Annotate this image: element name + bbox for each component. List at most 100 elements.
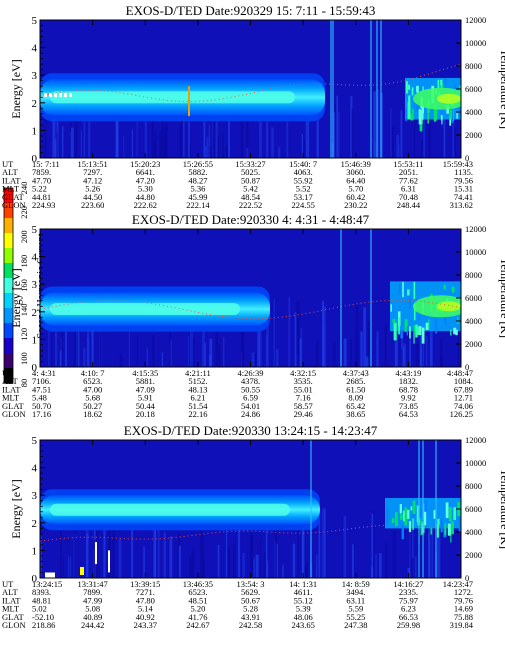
table-cell: 6.31 xyxy=(401,184,416,194)
noise-stripe xyxy=(215,91,218,158)
noise-stripe xyxy=(375,554,377,578)
noise-stripe xyxy=(191,548,195,578)
right-region-speckle xyxy=(418,326,422,335)
noise-stripe xyxy=(189,556,192,578)
table-cell: 45.99 xyxy=(188,192,207,202)
right-region-speckle xyxy=(404,507,407,526)
right-region-speckle xyxy=(408,95,411,104)
y-axis-label: Energy [eV] xyxy=(9,59,23,118)
noise-stripe xyxy=(215,317,218,367)
noise-stripe xyxy=(233,544,236,578)
table-cell: 48.81 xyxy=(32,595,51,605)
table-cell: 5.20 xyxy=(190,604,205,614)
y2-tick-label: 10000 xyxy=(465,247,486,257)
table-cell: 47.99 xyxy=(83,595,102,605)
noise-stripe xyxy=(305,108,309,158)
y-tick-label: 3 xyxy=(32,70,38,82)
table-cell: 74.41 xyxy=(454,192,473,202)
y2-tick-label: 6000 xyxy=(465,504,482,514)
noise-stripe xyxy=(151,89,155,158)
y-tick-label: 0 xyxy=(32,362,38,374)
noise-stripe xyxy=(206,137,209,158)
right-region-speckle xyxy=(443,284,446,290)
noise-stripe xyxy=(201,533,204,578)
noise-stripe xyxy=(259,320,262,367)
right-region-speckle xyxy=(392,318,396,324)
noise-stripe xyxy=(56,129,58,158)
table-cell: 15:40: 7 xyxy=(289,159,317,169)
table-cell: 50.87 xyxy=(241,175,260,185)
data-gap-mark xyxy=(54,93,57,98)
noise-stripe xyxy=(98,564,100,578)
y2-tick-label: 2000 xyxy=(465,339,482,349)
noise-stripe xyxy=(163,532,166,578)
colorbar-tick-label: 220 xyxy=(19,206,29,219)
noise-stripe xyxy=(179,94,183,158)
temperature-trace xyxy=(40,63,461,103)
noise-stripe xyxy=(44,106,47,158)
data-gap-mark xyxy=(80,567,84,575)
table-cell: 47.00 xyxy=(83,384,102,394)
right-region-speckle xyxy=(423,511,427,526)
noise-stripe xyxy=(69,97,72,158)
noise-stripe xyxy=(93,539,96,578)
right-region-speckle xyxy=(413,281,416,300)
orange-spike xyxy=(188,86,190,117)
row-label: GLAT xyxy=(2,612,25,622)
noise-stripe xyxy=(242,553,245,578)
noise-stripe xyxy=(333,112,336,158)
noise-stripe xyxy=(91,327,94,367)
noise-stripe xyxy=(222,132,224,158)
right-region-speckle xyxy=(453,327,457,335)
right-region-speckle xyxy=(407,102,411,120)
table-cell: 222.52 xyxy=(239,200,262,210)
colorbar-segment xyxy=(4,263,13,279)
row-label: GLAT xyxy=(2,401,25,411)
table-cell: 6523. xyxy=(188,587,207,597)
y-tick-label: 2 xyxy=(32,98,38,110)
noise-stripe xyxy=(51,333,53,367)
colorbar-tick-label: 180 xyxy=(19,255,29,268)
row-label: MLT xyxy=(2,604,20,614)
right-region-speckle xyxy=(417,326,420,335)
noise-stripe xyxy=(240,325,244,367)
spectrogram xyxy=(40,229,461,367)
table-cell: 8393. xyxy=(32,587,51,597)
table-cell: 244.42 xyxy=(81,620,104,630)
table-cell: 47.70 xyxy=(32,175,51,185)
noise-stripe xyxy=(228,119,230,158)
noise-stripe xyxy=(136,121,138,158)
noise-stripe xyxy=(203,121,206,158)
right-region-speckle xyxy=(444,78,447,86)
noise-stripe xyxy=(376,337,379,367)
table-cell: 54.01 xyxy=(241,401,260,411)
noise-stripe xyxy=(154,141,157,158)
table-cell: 126.25 xyxy=(450,409,473,419)
table-cell: 8.09 xyxy=(348,393,363,403)
y2-tick-label: 8000 xyxy=(465,61,482,71)
noise-stripe xyxy=(218,345,221,367)
noise-stripe xyxy=(403,343,407,367)
noise-stripe xyxy=(396,135,400,158)
table-cell: 14: 8:59 xyxy=(342,579,370,589)
right-region-speckle xyxy=(450,329,452,336)
noise-stripe xyxy=(321,508,325,578)
noise-stripe xyxy=(421,139,423,158)
table-cell: 13:24:15 xyxy=(32,579,62,589)
table-cell: 50.44 xyxy=(136,401,156,411)
noise-stripe xyxy=(118,538,122,578)
table-cell: 5629. xyxy=(241,587,260,597)
table-cell: 15:13:51 xyxy=(78,159,108,169)
table-cell: 242.58 xyxy=(239,620,262,630)
noise-stripe xyxy=(400,110,403,158)
table-cell: 47.51 xyxy=(32,384,51,394)
noise-stripe xyxy=(429,311,433,367)
right-region-speckle xyxy=(433,510,436,519)
table-cell: 5.26 xyxy=(85,184,100,194)
noise-stripe xyxy=(352,544,354,578)
band-core xyxy=(50,503,290,516)
vertical-streak xyxy=(310,440,312,578)
noise-stripe xyxy=(402,346,405,367)
noise-stripe xyxy=(443,105,446,158)
noise-stripe xyxy=(159,130,162,158)
